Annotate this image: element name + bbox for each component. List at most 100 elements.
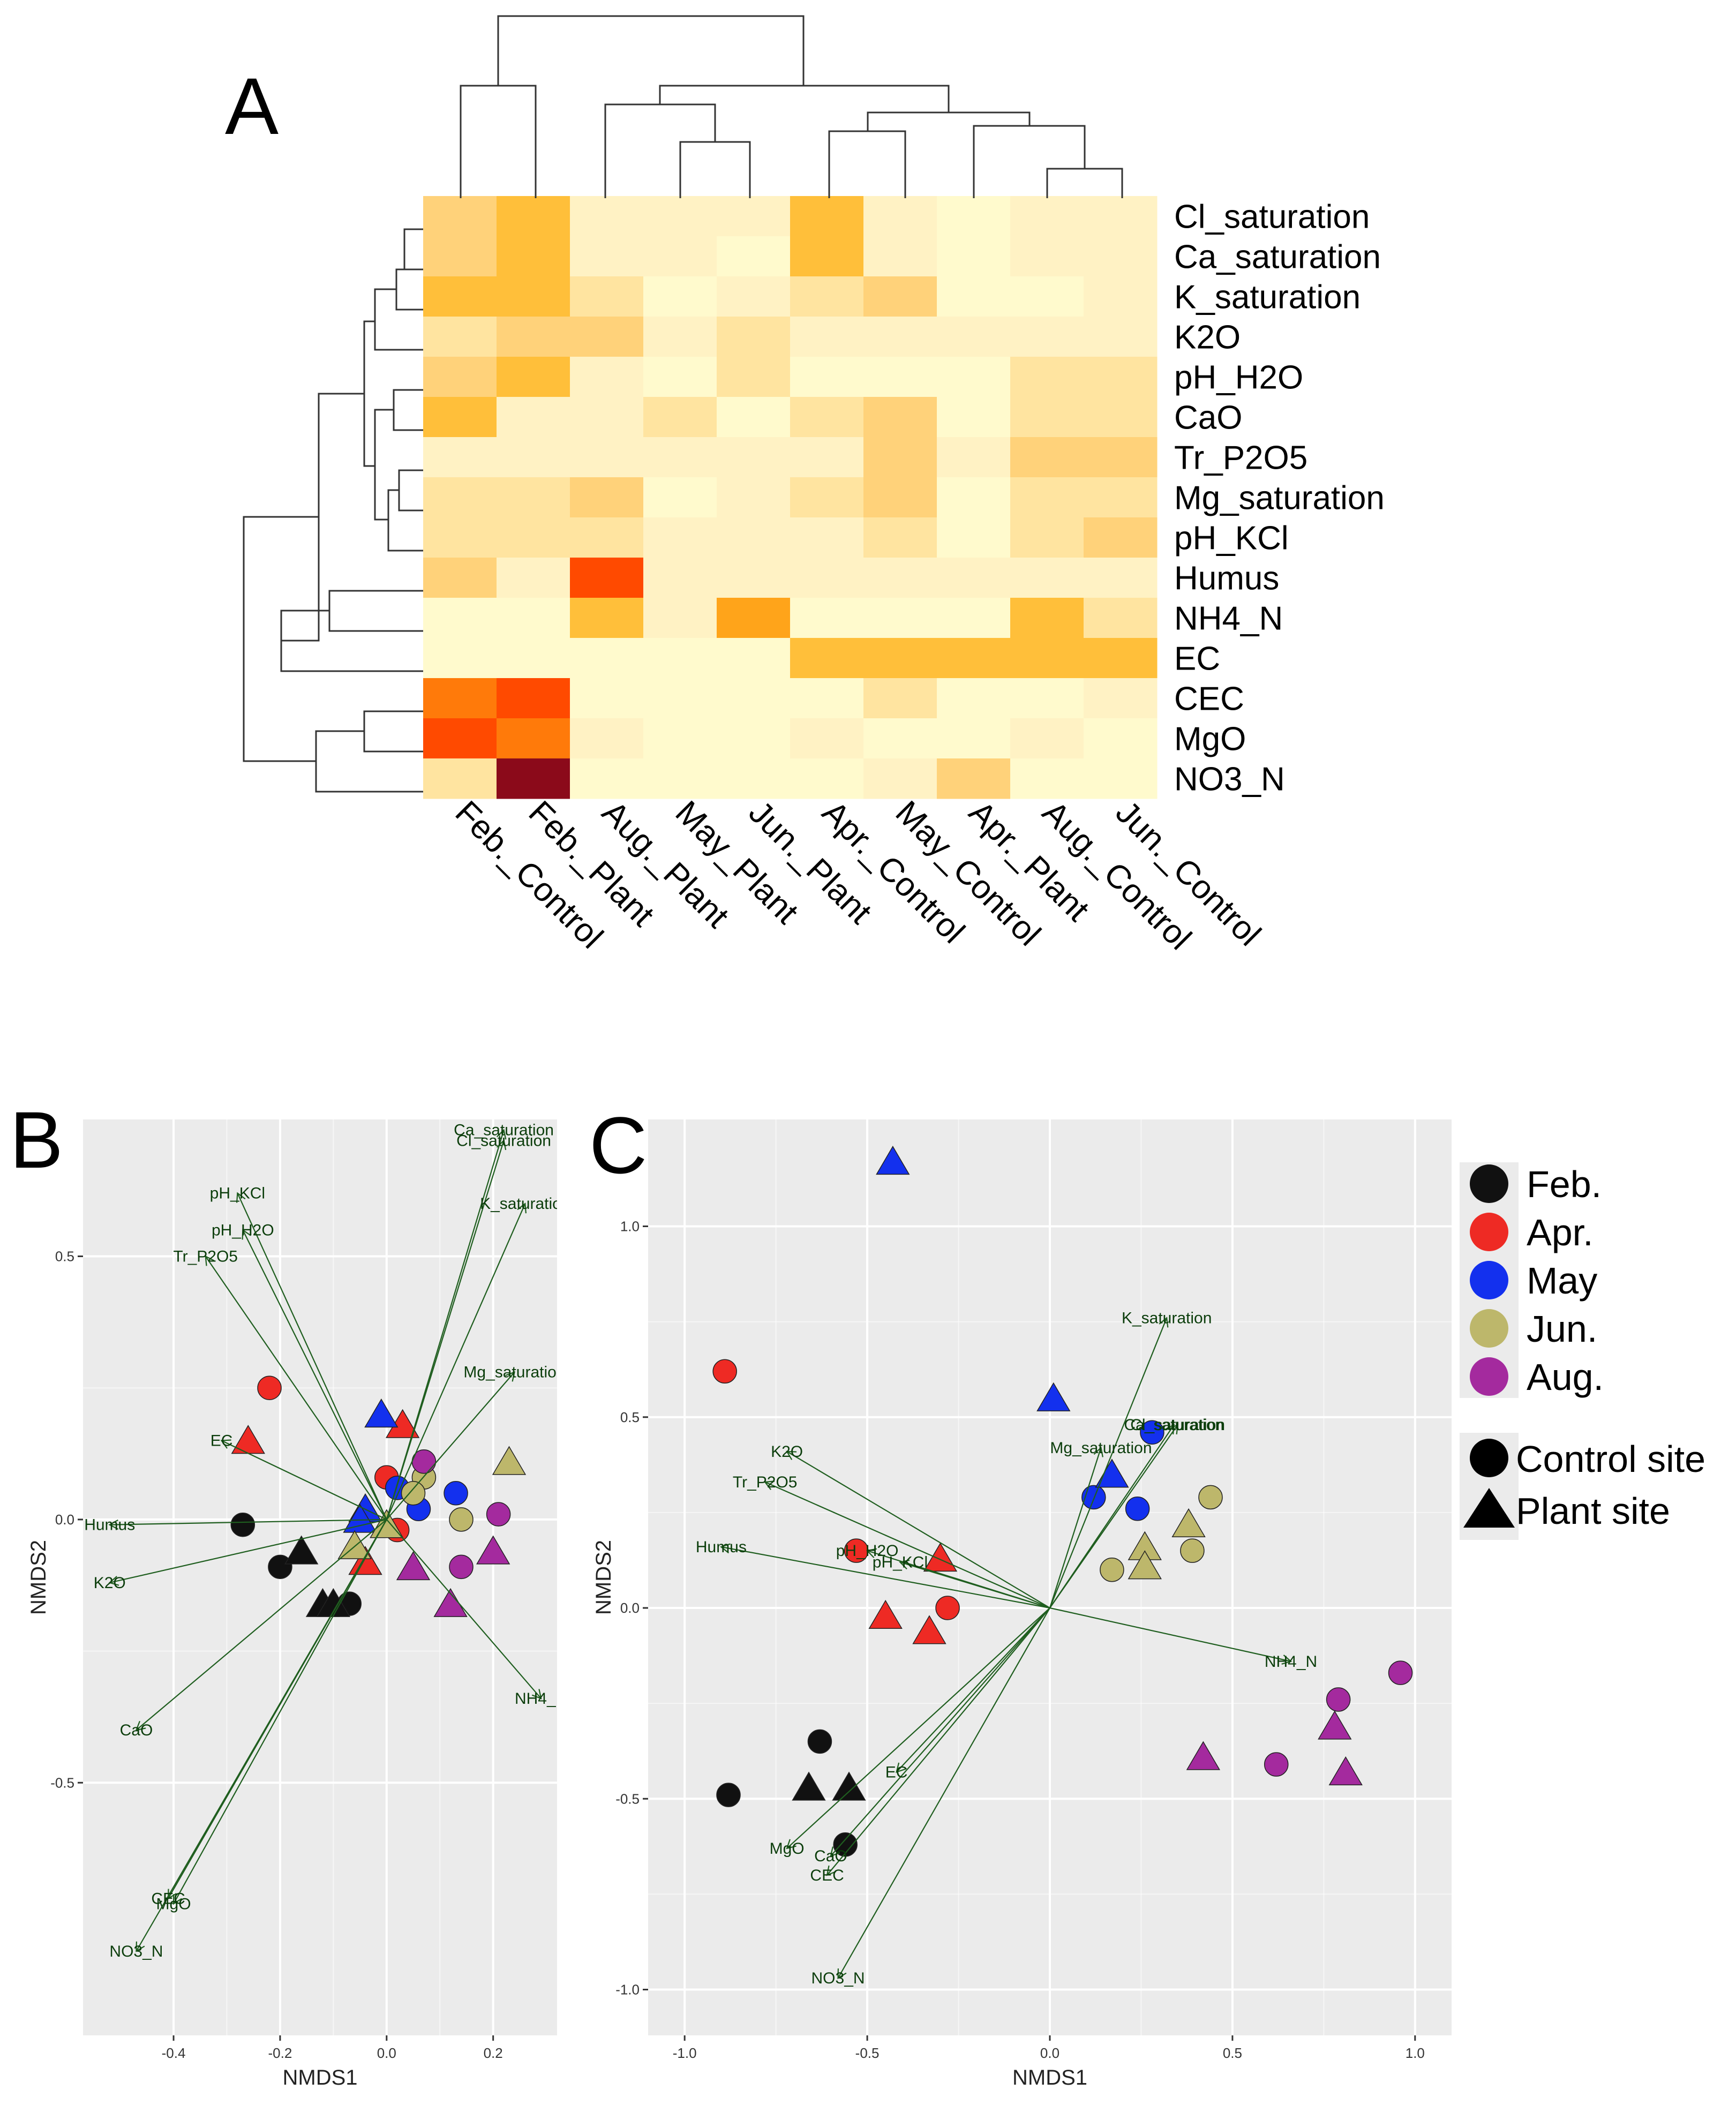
vector-ph-kcl xyxy=(237,1193,387,1520)
vector-arrowhead-mgo xyxy=(172,1894,182,1905)
point-apr-plant xyxy=(348,1546,382,1575)
heat-cell-mg-saturation-aug-control xyxy=(1010,477,1084,518)
point-apr-plant xyxy=(868,1599,903,1629)
vector-label-ec: EC xyxy=(885,1763,908,1781)
vector-tr-p2o5 xyxy=(205,1256,387,1520)
heat-cell-no3-n-jun-plant xyxy=(717,758,791,799)
heat-cell-ec-may-control xyxy=(863,638,937,679)
heat-cell-mg-saturation-jun-control xyxy=(1084,477,1158,518)
heat-cell-cec-apr-plant xyxy=(937,678,1011,719)
heat-cell-mgo-may-control xyxy=(863,718,937,759)
legend-label-apr: Apr. xyxy=(1527,1212,1594,1253)
row-label-no3-n: NO3_N xyxy=(1174,761,1285,798)
heat-cell-ph-h2o-aug-plant xyxy=(570,357,644,397)
heat-cell-mgo-may-plant xyxy=(643,718,717,759)
vector-tr-p2o5 xyxy=(764,1481,1050,1609)
heat-cell-tr-p2o5-feb-control xyxy=(423,437,497,478)
heat-cell-cec-feb-control xyxy=(423,678,497,719)
row-label-cec: CEC xyxy=(1174,681,1244,718)
heat-cell-tr-p2o5-jun-control xyxy=(1084,437,1158,478)
point-jun-plant xyxy=(1128,1550,1162,1580)
heat-cell-ec-jun-plant xyxy=(717,638,791,679)
vector-arrowhead-cl-saturation xyxy=(496,1139,507,1151)
x-tick-label: -1.0 xyxy=(673,2045,697,2061)
row-label-nh4-n: NH4_N xyxy=(1174,600,1283,637)
point-aug-control xyxy=(1264,1752,1289,1777)
heat-cell-mg-saturation-may-control xyxy=(863,477,937,518)
point-jun-plant xyxy=(337,1530,372,1559)
x-axis-title: NMDS1 xyxy=(1012,2066,1087,2089)
row-label-k-saturation: K_saturation xyxy=(1174,279,1361,316)
row-label-mgo: MgO xyxy=(1174,721,1246,758)
heat-cell-ph-kcl-may-control xyxy=(863,517,937,558)
heat-cell-k-saturation-apr-plant xyxy=(937,276,1011,317)
heat-cell-ca-saturation-apr-control xyxy=(790,236,864,277)
vector-label-ec: EC xyxy=(211,1432,233,1449)
heat-cell-tr-p2o5-jun-plant xyxy=(717,437,791,478)
heat-cell-cao-jun-control xyxy=(1084,397,1158,438)
point-jun-control xyxy=(401,1481,426,1506)
legend-label-control-site: Control site xyxy=(1516,1438,1705,1480)
y-tick-label: -1.0 xyxy=(615,1982,640,1998)
heat-cell-mg-saturation-feb-plant xyxy=(497,477,570,518)
heat-cell-cec-aug-control xyxy=(1010,678,1084,719)
heat-cell-mgo-apr-plant xyxy=(937,718,1011,759)
point-jun-control xyxy=(449,1507,474,1532)
heat-cell-ph-h2o-may-plant xyxy=(643,357,717,397)
vector-ec xyxy=(896,1607,1050,1773)
vector-label-mgo: MgO xyxy=(156,1895,191,1913)
vector-label-ph-h2o: pH_H2O xyxy=(836,1542,899,1560)
vector-label-mgo: MgO xyxy=(770,1840,805,1858)
heat-cell-ca-saturation-aug-plant xyxy=(570,236,644,277)
point-may-plant xyxy=(876,1146,910,1175)
vector-arrowhead-ec xyxy=(896,1762,906,1773)
panel-label-a: A xyxy=(225,61,279,151)
heat-cell-mg-saturation-feb-control xyxy=(423,477,497,518)
heat-cell-ec-apr-control xyxy=(790,638,864,679)
heat-cell-ca-saturation-feb-control xyxy=(423,236,497,277)
legend-label-feb: Feb. xyxy=(1527,1163,1602,1205)
heat-cell-tr-p2o5-apr-control xyxy=(790,437,864,478)
heat-cell-ph-h2o-feb-plant xyxy=(497,357,570,397)
vector-cec xyxy=(826,1607,1050,1876)
point-may-plant xyxy=(364,1399,399,1428)
legend-key-apr xyxy=(1470,1213,1508,1251)
legend-label-plant-site: Plant site xyxy=(1516,1490,1670,1532)
point-may-control xyxy=(1081,1485,1106,1510)
vector-label-cao: CaO xyxy=(120,1721,153,1739)
row-label-ca-saturation: Ca_saturation xyxy=(1174,239,1381,276)
heat-cell-cao-aug-plant xyxy=(570,397,644,438)
heat-cell-humus-may-control xyxy=(863,558,937,598)
heat-cell-no3-n-jun-control xyxy=(1084,758,1158,799)
heat-cell-k-saturation-feb-control xyxy=(423,276,497,317)
point-aug-control xyxy=(1388,1660,1413,1685)
vector-no3-n xyxy=(837,1607,1050,1979)
point-jun-control xyxy=(1198,1485,1223,1510)
vector-arrowhead-k2o xyxy=(108,1576,119,1586)
legend-label-jun: Jun. xyxy=(1527,1308,1597,1350)
heat-cell-cl-saturation-jun-plant xyxy=(717,196,791,237)
vector-arrowhead-no3-n xyxy=(837,1968,847,1980)
legend-key-feb xyxy=(1470,1164,1508,1203)
vector-arrowhead-tr-p2o5 xyxy=(205,1255,215,1266)
vector-label-no3-n: NO3_N xyxy=(109,1943,163,1960)
vector-label-mg-saturation: Mg_saturation xyxy=(1050,1439,1152,1457)
heat-cell-no3-n-feb-plant xyxy=(497,758,570,799)
vector-cl-saturation xyxy=(1049,1424,1178,1608)
legend-label-may: May xyxy=(1527,1260,1597,1302)
heat-cell-k-saturation-may-control xyxy=(863,276,937,317)
point-may-control xyxy=(1140,1420,1164,1445)
heatmap-row-labels: Cl_saturationCa_saturationK_saturationK2… xyxy=(1174,199,1385,798)
heat-cell-cec-feb-plant xyxy=(497,678,570,719)
heat-cell-ec-aug-control xyxy=(1010,638,1084,679)
point-feb-plant xyxy=(832,1771,866,1801)
heat-cell-mgo-jun-control xyxy=(1084,718,1158,759)
heat-cell-mg-saturation-jun-plant xyxy=(717,477,791,518)
vector-arrowhead-humus xyxy=(108,1519,119,1530)
heat-cell-ca-saturation-apr-plant xyxy=(937,236,1011,277)
vector-label-k-saturation: K_saturation xyxy=(1122,1310,1212,1327)
row-label-humus: Humus xyxy=(1174,560,1279,597)
vector-mgo xyxy=(173,1519,387,1904)
